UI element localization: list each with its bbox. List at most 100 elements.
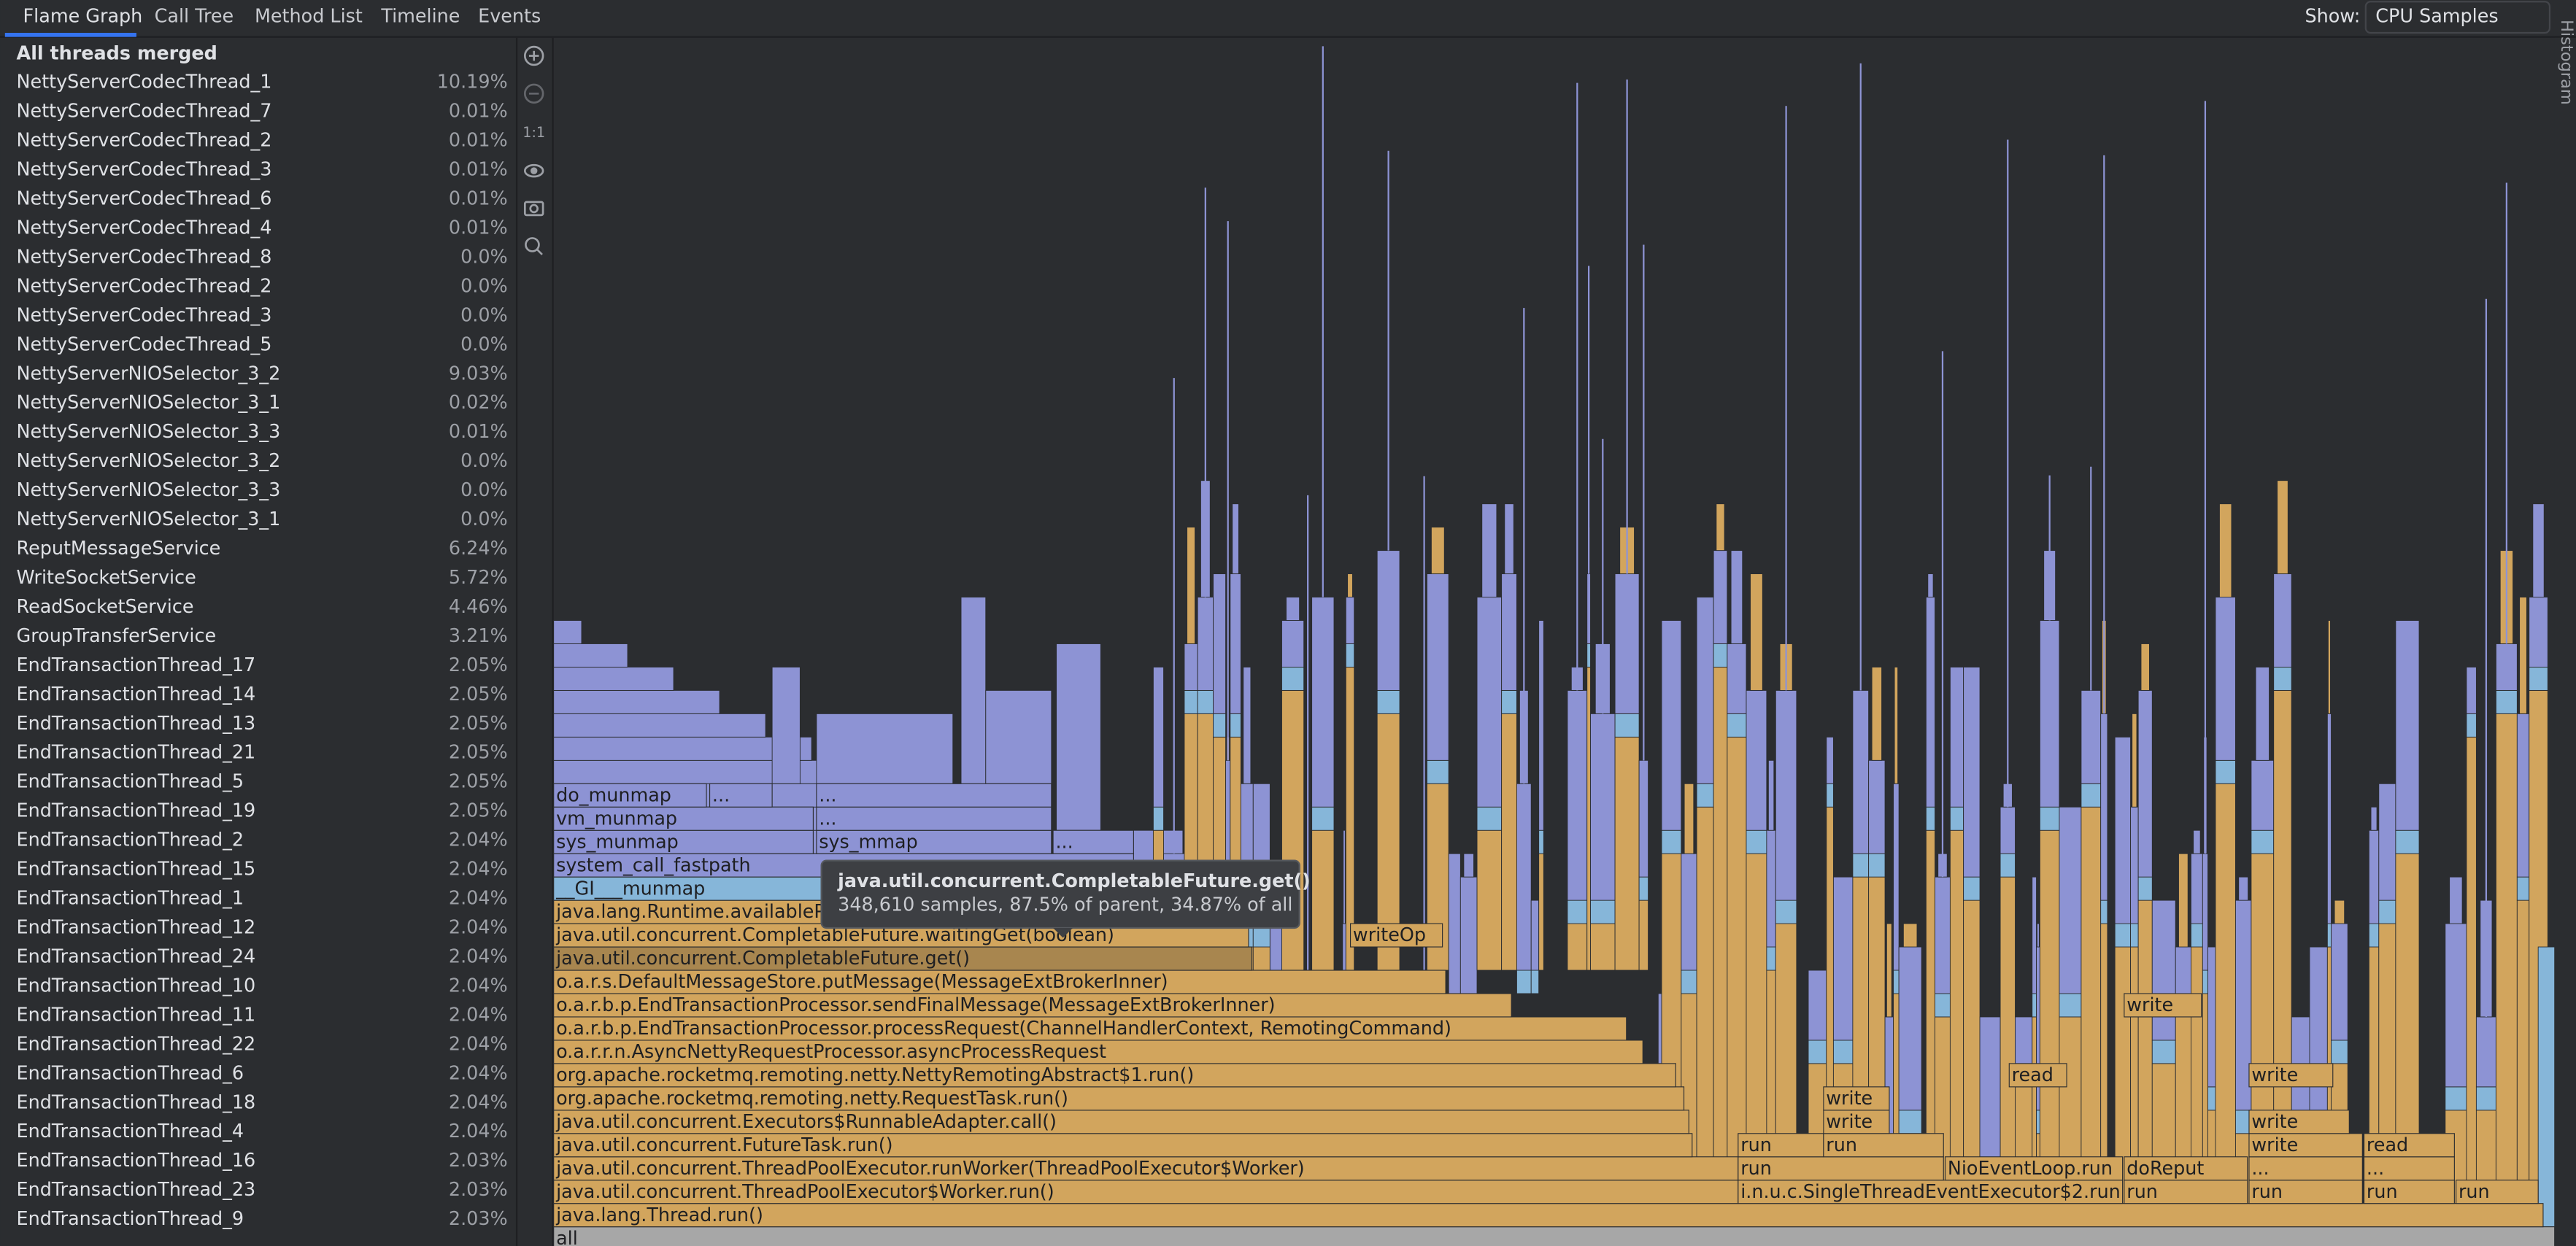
thread-percent[interactable]: 0.0% [460, 508, 508, 530]
thread-percent[interactable]: 9.03% [449, 362, 508, 384]
flame-frame[interactable]: read [2008, 1063, 2067, 1088]
frame-label[interactable]: doReput [2126, 1157, 2204, 1179]
tab[interactable]: Call Tree [155, 5, 234, 27]
frame-label[interactable]: java.util.concurrent.FutureTask.run() [555, 1134, 892, 1156]
frame-box[interactable] [553, 993, 1512, 1018]
frame-box[interactable] [553, 1203, 2544, 1228]
show-dropdown[interactable] [2364, 1, 2551, 34]
frame-box[interactable] [2363, 1133, 2455, 1158]
thread-name[interactable]: NettyServerCodecThread_3 [17, 303, 272, 325]
frame-box[interactable] [2248, 1063, 2334, 1088]
thread-name[interactable]: NettyServerCodecThread_2 [17, 129, 272, 151]
thread-name[interactable]: EndTransactionThread_17 [17, 654, 256, 676]
thread-name[interactable]: NettyServerCodecThread_7 [17, 100, 272, 122]
frame-box[interactable] [1738, 1156, 1944, 1181]
thread-name[interactable]: NettyServerCodecThread_8 [17, 245, 272, 267]
zoom-out-button[interactable] [523, 83, 544, 104]
thread-name[interactable]: NettyServerNIOSelector_3_3 [17, 479, 281, 500]
frame-label[interactable]: write [2251, 1110, 2298, 1132]
thread-percent[interactable]: 2.04% [449, 829, 508, 851]
frame-label[interactable]: java.util.concurrent.ThreadPoolExecutor$… [555, 1180, 1054, 1202]
frame-label[interactable]: sys_munmap [556, 830, 679, 852]
thread-percent[interactable]: 2.05% [449, 770, 508, 792]
flame-frame[interactable]: sys_munmap [553, 829, 814, 854]
thread-percent[interactable]: 0.01% [449, 100, 508, 122]
frame-box[interactable] [816, 829, 1052, 854]
thread-name[interactable]: NettyServerNIOSelector_3_2 [17, 362, 281, 384]
flame-frame[interactable]: run [2124, 1180, 2248, 1204]
frame-box[interactable] [2248, 1156, 2363, 1181]
flame-frame[interactable]: ... [709, 783, 773, 808]
thread-name[interactable]: EndTransactionThread_18 [17, 1091, 256, 1112]
frame-box[interactable] [2363, 1156, 2455, 1181]
thread-name[interactable]: NettyServerNIOSelector_3_1 [17, 391, 281, 413]
thread-percent[interactable]: 2.04% [449, 858, 508, 880]
thread-percent[interactable]: 0.01% [449, 129, 508, 151]
frame-label[interactable]: write [2251, 1134, 2298, 1156]
frame-box[interactable] [2008, 1063, 2067, 1088]
thread-percent[interactable]: 0.0% [460, 479, 508, 500]
flame-frame[interactable]: i.n.u.c.SingleThreadEventExecutor$2.run [1738, 1180, 2124, 1204]
frame-box[interactable] [553, 1016, 1627, 1041]
thread-name[interactable]: EndTransactionThread_15 [17, 858, 256, 880]
frame-box[interactable] [1349, 923, 1443, 948]
frame-label[interactable]: run [2367, 1180, 2398, 1202]
frame-box[interactable] [2124, 1156, 2248, 1181]
frame-label[interactable]: write [1826, 1110, 1873, 1132]
tab[interactable]: Flame Graph [23, 5, 143, 27]
thread-percent[interactable]: 2.03% [449, 1207, 508, 1229]
frame-label[interactable]: ... [819, 783, 836, 805]
frame-box[interactable] [1823, 1110, 1890, 1134]
flame-frame[interactable]: ... [2363, 1156, 2455, 1181]
thread-name[interactable]: NettyServerNIOSelector_3_2 [17, 449, 281, 471]
flame-frame[interactable]: run [1738, 1133, 1824, 1158]
thread-name[interactable]: EndTransactionThread_11 [17, 1003, 256, 1025]
frame-box[interactable] [553, 1063, 1676, 1088]
frame-label[interactable]: run [2251, 1180, 2283, 1202]
flame-frame[interactable]: write [2248, 1133, 2363, 1158]
frame-label[interactable]: all [556, 1227, 578, 1246]
thread-name[interactable]: EndTransactionThread_14 [17, 683, 256, 705]
flame-frame[interactable]: o.a.r.r.n.AsyncNettyRequestProcessor.asy… [553, 1040, 1643, 1064]
thread-percent[interactable]: 2.04% [449, 1091, 508, 1112]
frame-label[interactable]: o.a.r.b.p.EndTransactionProcessor.sendFi… [556, 994, 1276, 1015]
thread-name[interactable]: NettyServerCodecThread_2 [17, 274, 272, 296]
threads-header[interactable]: All threads merged [17, 42, 217, 63]
frame-box[interactable] [553, 1226, 2556, 1246]
frame-box[interactable] [2124, 993, 2202, 1018]
flame-frame[interactable]: doReput [2124, 1156, 2248, 1181]
frame-label[interactable]: ... [2251, 1157, 2269, 1179]
thread-percent[interactable]: 2.05% [449, 683, 508, 705]
frame-label[interactable]: o.a.r.s.DefaultMessageStore.putMessage(M… [556, 970, 1168, 992]
flame-frame[interactable]: java.util.concurrent.FutureTask.run() [553, 1133, 1693, 1158]
frame-label[interactable]: i.n.u.c.SingleThreadEventExecutor$2.run [1740, 1180, 2121, 1202]
frame-label[interactable]: write [2251, 1064, 2298, 1086]
screenshot-button[interactable] [523, 201, 544, 217]
eye-button[interactable] [523, 163, 544, 178]
frame-label[interactable]: writeOp [1353, 924, 1426, 945]
flame-frame[interactable]: java.util.concurrent.Executors$RunnableA… [553, 1110, 1689, 1134]
frame-label[interactable]: vm_munmap [556, 807, 677, 829]
frame-label[interactable]: ... [1055, 830, 1073, 852]
thread-name[interactable]: NettyServerCodecThread_1 [17, 71, 272, 93]
thread-percent[interactable]: 0.01% [449, 187, 508, 209]
thread-percent[interactable]: 2.04% [449, 887, 508, 909]
frame-label[interactable]: run [1740, 1157, 1772, 1179]
search-button[interactable] [525, 237, 543, 255]
flame-frame[interactable]: run [1823, 1133, 1944, 1158]
frame-box[interactable] [553, 1133, 1693, 1158]
frame-label[interactable]: o.a.r.b.p.EndTransactionProcessor.proces… [556, 1017, 1451, 1039]
thread-percent[interactable]: 3.21% [449, 624, 508, 646]
thread-name[interactable]: EndTransactionThread_6 [17, 1061, 244, 1083]
frame-label[interactable]: ... [819, 807, 836, 829]
zoom-in-button[interactable] [523, 45, 544, 66]
frame-box[interactable] [1823, 1086, 1890, 1111]
flame-frame[interactable]: ... [2248, 1156, 2363, 1181]
flame-frame[interactable]: write [2248, 1063, 2334, 1088]
flame-frame[interactable]: run [2456, 1180, 2539, 1204]
frame-label[interactable]: sys_mmap [819, 830, 917, 852]
thread-percent[interactable]: 2.04% [449, 1061, 508, 1083]
thread-percent[interactable]: 2.04% [449, 1120, 508, 1142]
thread-percent[interactable]: 0.0% [460, 245, 508, 267]
flame-frame[interactable]: do_munmap [553, 783, 707, 808]
